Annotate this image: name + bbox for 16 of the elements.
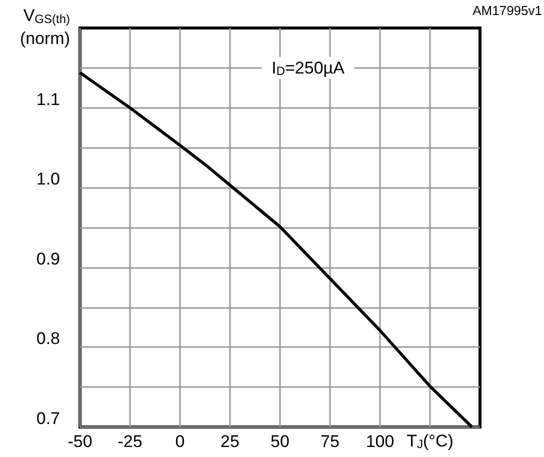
x-axis-title: TJ(°C)	[406, 432, 454, 451]
y-tick-label: 0.9	[36, 249, 60, 268]
annotation: ID=250µA	[272, 58, 346, 78]
x-tick-label: 25	[220, 432, 240, 451]
x-tick-label: 75	[320, 432, 340, 451]
y-tick-label: 1.1	[36, 90, 60, 109]
y-tick-label: 1.0	[36, 170, 60, 189]
x-tick-label: 0	[175, 432, 185, 451]
x-tick-label: 50	[270, 432, 290, 451]
y-axis-title: V$_{GS(th)}$ (norm)	[18, 6, 70, 48]
x-tick-label: -25	[118, 432, 142, 451]
text: AM17995v1	[472, 3, 542, 18]
x-tick-label: -50	[68, 432, 92, 451]
y-tick-label: 0.8	[36, 329, 60, 348]
y-tick-label: 0.7	[36, 409, 60, 428]
x-tick-label: 100	[366, 432, 394, 451]
